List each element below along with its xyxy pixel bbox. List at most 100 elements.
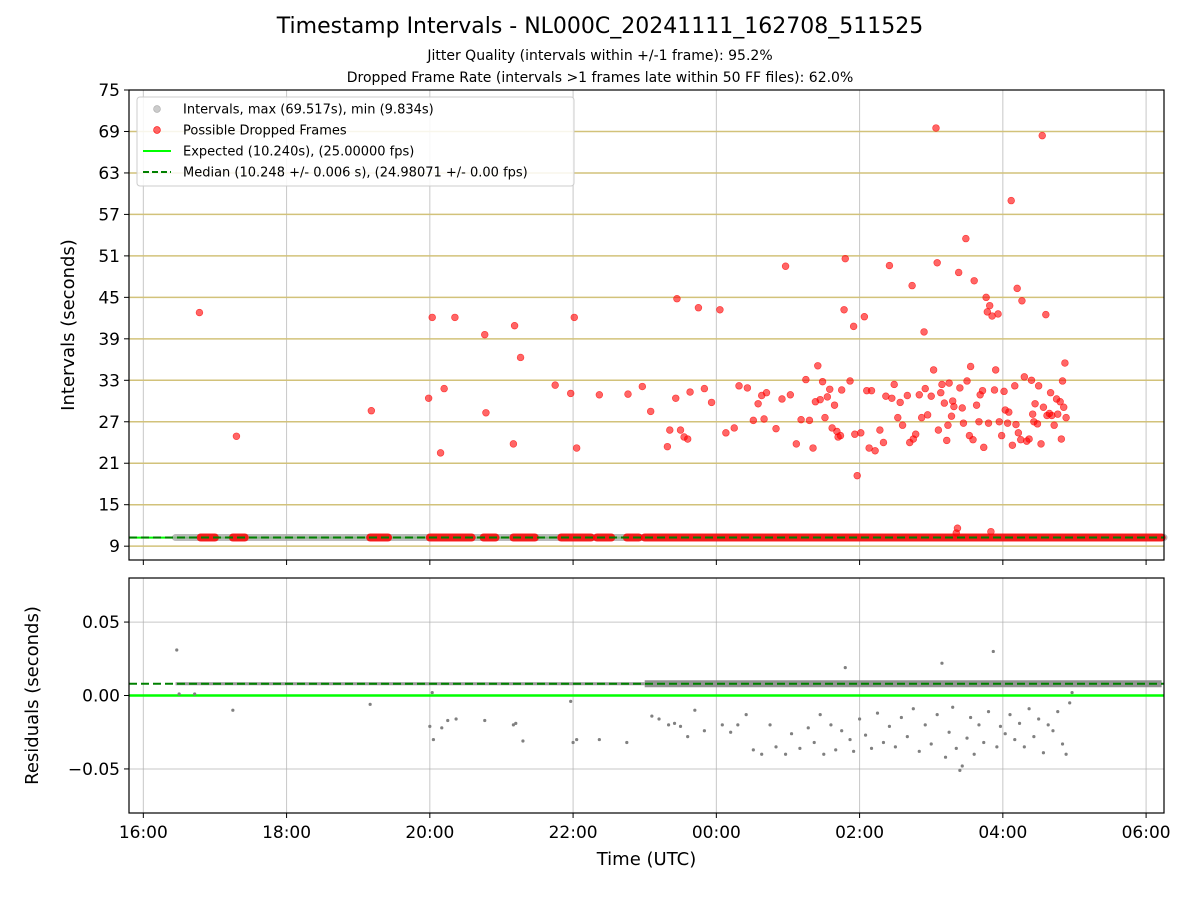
residual-point-4 — [368, 702, 372, 706]
dropped-frame-point-103 — [943, 436, 951, 445]
residual-point-57 — [905, 735, 909, 739]
dropped-frame-point-143 — [1011, 382, 1019, 390]
top-y-tick-label-9: 63 — [98, 164, 120, 184]
dropped-frame-point-74 — [867, 386, 876, 395]
dropped-frame-point-158 — [1037, 440, 1045, 448]
dropped-frame-point-1 — [232, 432, 241, 440]
residual-point-27 — [702, 729, 706, 733]
dropped-frame-point-93 — [921, 384, 929, 393]
dropped-frame-point-11 — [510, 321, 519, 330]
residual-point-54 — [887, 724, 892, 728]
residual-point-68 — [958, 768, 962, 773]
dropped-frame-point-171 — [1058, 377, 1067, 385]
dropped-frame-point-36 — [743, 384, 752, 392]
residual-point-62 — [935, 712, 939, 717]
x-axis-label: Time (UTC) — [596, 849, 697, 870]
dropped-frame-point-12 — [516, 353, 525, 362]
dropped-frame-point-166 — [1050, 421, 1058, 429]
chart-title: Timestamp Intervals - NL000C_20241111_16… — [276, 14, 924, 39]
residual-point-55 — [893, 745, 898, 749]
dropped-frame-point-10 — [509, 440, 518, 448]
top-y-tick-label-6: 45 — [98, 288, 120, 308]
dropped-frame-point-122 — [975, 418, 983, 426]
residual-point-5 — [428, 724, 432, 728]
dropped-frame-point-16 — [572, 444, 581, 452]
dropped-frame-point-159 — [1038, 131, 1046, 140]
dropped-frame-point-6 — [440, 384, 448, 393]
dropped-frame-point-99 — [934, 426, 943, 434]
residual-point-17 — [575, 737, 579, 742]
dropped-frame-point-126 — [982, 293, 990, 302]
residual-point-23 — [672, 721, 677, 726]
dropped-frame-point-55 — [821, 413, 829, 422]
dropped-frame-point-73 — [865, 444, 873, 452]
top-panel-frame — [128, 89, 1165, 561]
residual-point-7 — [430, 690, 434, 695]
residual-point-81 — [1013, 737, 1017, 742]
x-tick-label-0: 16:00 — [119, 823, 168, 843]
dropped-frame-point-7 — [451, 313, 459, 322]
residual-point-25 — [686, 735, 690, 739]
dropped-frame-point-41 — [762, 389, 771, 397]
residual-point-56 — [899, 715, 903, 720]
dropped-frame-point-79 — [885, 261, 894, 270]
dropped-frame-point-100 — [937, 389, 945, 397]
dropped-frame-point-90 — [915, 391, 923, 399]
dropped-frame-point-151 — [1025, 435, 1033, 443]
residual-point-13 — [514, 721, 518, 726]
top-y-tick-label-5: 39 — [98, 330, 120, 350]
dropped-frame-point-27 — [683, 435, 692, 443]
dropped-frame-point-105 — [945, 379, 953, 387]
dropped-frame-point-15 — [570, 313, 578, 322]
top-y-tick-label-10: 69 — [98, 122, 120, 142]
dropped-frame-point-18 — [624, 390, 632, 398]
residual-point-74 — [982, 740, 986, 745]
dropped-frame-point-8 — [481, 330, 489, 339]
dropped-frame-point-70 — [857, 429, 865, 437]
residual-point-32 — [751, 748, 755, 752]
dropped-frame-point-121 — [972, 401, 981, 409]
residual-point-50 — [863, 733, 868, 737]
dropped-frame-point-116 — [963, 377, 971, 385]
residual-point-69 — [960, 764, 964, 768]
top-y-tick-label-2: 21 — [98, 454, 120, 474]
dropped-frame-point-69 — [853, 471, 861, 480]
dropped-frame-point-118 — [966, 362, 975, 371]
dropped-frame-point-169 — [1056, 398, 1064, 406]
dropped-frame-point-71 — [860, 313, 869, 321]
dropped-frame-point-134 — [994, 310, 1002, 318]
dropped-frame-point-47 — [797, 415, 805, 424]
dropped-frame-point-54 — [818, 377, 827, 386]
dropped-frame-point-112 — [956, 384, 964, 392]
dropped-frame-point-132 — [990, 386, 999, 394]
dropped-frame-point-133 — [991, 366, 1000, 374]
dropped-frame-point-59 — [830, 401, 839, 409]
dropped-frame-point-33 — [722, 429, 730, 437]
dropped-frame-point-92 — [920, 328, 928, 336]
residual-point-6 — [431, 737, 436, 742]
residual-point-42 — [822, 752, 826, 756]
residual-point-83 — [1022, 745, 1026, 749]
x-tick-label-6: 04:00 — [978, 823, 1027, 843]
dropped-frame-point-57 — [826, 385, 834, 393]
dropped-frame-point-31 — [707, 398, 716, 407]
residual-point-52 — [875, 711, 880, 715]
residual-point-38 — [798, 746, 802, 750]
residual-point-41 — [818, 712, 822, 717]
residual-point-19 — [625, 740, 629, 745]
dropped-frame-point-9 — [482, 409, 490, 417]
residual-point-70 — [965, 736, 969, 740]
dropped-frame-point-149 — [1020, 373, 1029, 381]
residual-point-35 — [774, 745, 778, 749]
dropped-frame-point-145 — [1013, 284, 1021, 293]
dropped-frame-point-124 — [978, 386, 987, 395]
legend-label-0: Intervals, max (69.517s), min (9.834s) — [183, 103, 434, 118]
dropped-frame-point-108 — [950, 402, 958, 411]
dropped-frame-point-30 — [700, 384, 709, 393]
residual-point-67 — [954, 746, 958, 750]
dropped-frame-point-165 — [1048, 411, 1056, 420]
residual-point-51 — [869, 746, 874, 750]
residual-point-15 — [569, 699, 573, 703]
dropped-frame-point-87 — [908, 281, 916, 290]
residual-point-88 — [1046, 723, 1050, 727]
